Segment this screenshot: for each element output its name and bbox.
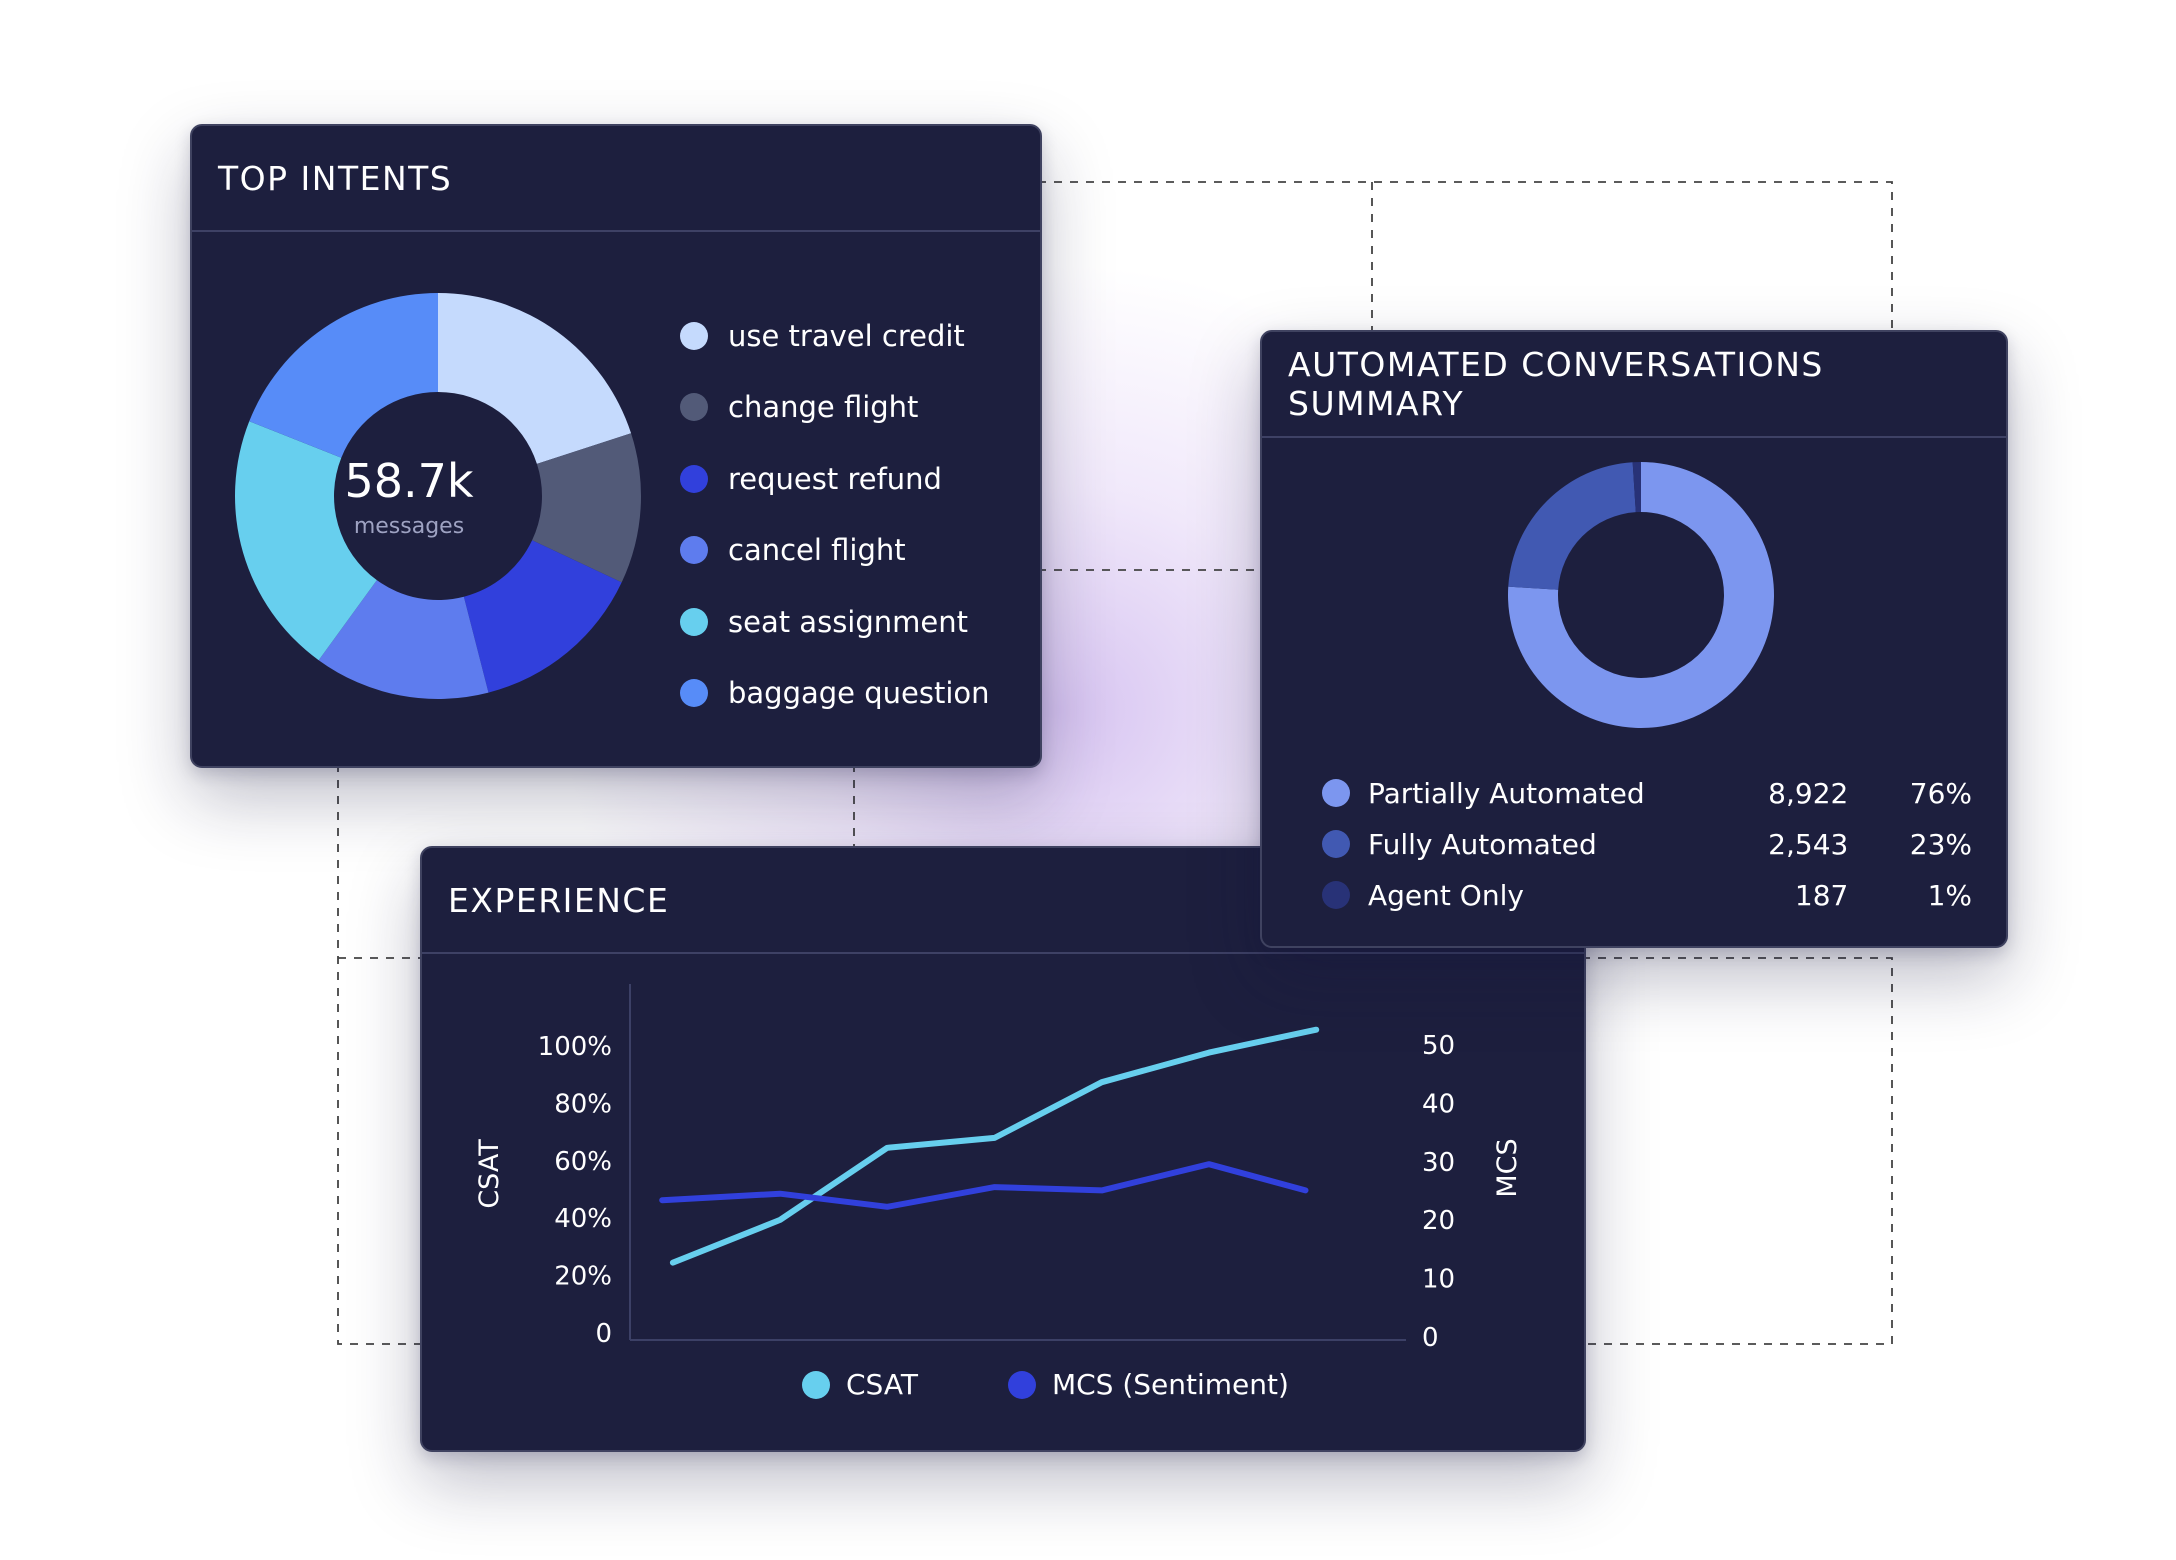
legend-dot-icon (680, 464, 708, 493)
y2-tick-label: 50 (1422, 1031, 1455, 1061)
intent-slice-request-refund (463, 540, 622, 693)
intents-legend-item: change flight (680, 372, 990, 444)
series-line-mcs-sentiment (659, 1161, 1309, 1210)
intents-legend-item: use travel credit (680, 300, 990, 372)
automation-row-partially-automated: Partially Automated 8,922 76% (1322, 768, 1972, 818)
experience-legend: CSAT MCS (Sentiment) (802, 1368, 1379, 1401)
legend-label: seat assignment (728, 604, 968, 639)
legend-dot-icon (680, 393, 708, 422)
automation-category-label: Partially Automated (1368, 776, 1645, 810)
intent-slice-cancel-flight (318, 580, 489, 699)
intent-slice-use-travel-credit (438, 293, 632, 464)
intents-legend-item: seat assignment (680, 586, 990, 658)
legend-dot-icon (680, 536, 708, 565)
automation-percent: 23% (1909, 827, 1972, 861)
y2-tick-label: 10 (1422, 1265, 1455, 1295)
experience-card: EXPERIENCE 0 20% 40% 60% 80% 100% 0 10 20 30 40 50 C… (420, 846, 1586, 1452)
experience-legend-item: MCS (Sentiment) (1007, 1368, 1289, 1401)
legend-dot-icon (1322, 881, 1350, 909)
y-tick-label: 20% (554, 1262, 612, 1292)
y-axis-title: CSAT (474, 1139, 505, 1209)
automated-conversations-title: AUTOMATED CONVERSATIONS SUMMARY (1262, 332, 2006, 438)
legend-label: use travel credit (728, 318, 965, 353)
legend-label: CSAT (846, 1368, 918, 1401)
automation-count: 8,922 (1768, 776, 1849, 810)
y2-tick-label: 0 (1422, 1323, 1439, 1353)
legend-dot-icon (1007, 1370, 1036, 1399)
automation-row-fully-automated: Fully Automated 2,543 23% (1322, 819, 1972, 869)
legend-label: request refund (728, 461, 942, 496)
intents-legend-item: request refund (680, 443, 990, 515)
automation-slice-partially-automated (1508, 462, 1774, 728)
automation-count: 2,543 (1768, 827, 1849, 861)
automation-slice-agent-only (1632, 462, 1641, 513)
legend-dot-icon (680, 321, 708, 350)
automation-category-label: Agent Only (1368, 878, 1524, 912)
automation-row-agent-only: Agent Only 187 1% (1322, 870, 1972, 920)
automation-category-label: Fully Automated (1368, 827, 1597, 861)
automation-percent: 1% (1927, 878, 1972, 912)
y-tick-label: 100% (538, 1032, 612, 1062)
legend-dot-icon (1322, 779, 1350, 807)
y-tick-label: 60% (554, 1147, 612, 1177)
legend-label: cancel flight (728, 533, 906, 568)
total-messages-value: 58.7k (344, 454, 474, 508)
automation-slice-fully-automated (1508, 462, 1636, 590)
automation-percent: 76% (1909, 776, 1972, 810)
intent-slice-change-flight (532, 433, 641, 583)
legend-dot-icon (1322, 830, 1350, 858)
intent-slice-baggage-question (249, 293, 438, 458)
y2-tick-label: 40 (1422, 1089, 1455, 1119)
y2-tick-label: 20 (1422, 1206, 1455, 1236)
legend-dot-icon (802, 1370, 830, 1399)
experience-title: EXPERIENCE (422, 848, 1584, 954)
total-messages-label: messages (353, 514, 465, 539)
intents-donut-chart (235, 293, 641, 699)
legend-label: change flight (728, 390, 919, 425)
y2-tick-label: 30 (1422, 1148, 1455, 1178)
y-tick-label: 40% (554, 1204, 612, 1234)
intents-legend-item: baggage question (680, 658, 990, 730)
automation-count: 187 (1794, 878, 1849, 912)
legend-label: baggage question (728, 676, 990, 711)
legend-label: MCS (Sentiment) (1051, 1368, 1289, 1401)
y2-axis-title: MCS (1492, 1138, 1523, 1197)
intents-legend: use travel credit change flight request re… (680, 300, 990, 729)
intents-legend-item: cancel flight (680, 515, 990, 587)
automation-donut-chart (1508, 462, 1774, 728)
series-line-csat (669, 1026, 1320, 1266)
experience-legend-item: CSAT (802, 1368, 918, 1401)
legend-dot-icon (680, 679, 708, 708)
automated-conversations-card: AUTOMATED CONVERSATIONS SUMMARY Partiall… (1260, 330, 2008, 948)
y-tick-label: 80% (554, 1089, 612, 1119)
experience-line-chart: 0 20% 40% 60% 80% 100% 0 10 20 30 40 50 CSAT MCS (474, 984, 1523, 1353)
legend-dot-icon (680, 607, 708, 636)
y-tick-label: 0 (595, 1319, 612, 1349)
top-intents-card: TOP INTENTS 58.7k messages use travel cr… (190, 124, 1042, 768)
top-intents-title: TOP INTENTS (192, 126, 1040, 232)
intent-slice-seat-assignment (235, 421, 377, 661)
